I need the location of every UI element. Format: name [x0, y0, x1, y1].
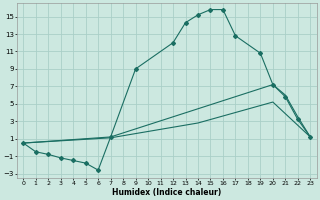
X-axis label: Humidex (Indice chaleur): Humidex (Indice chaleur) — [112, 188, 221, 197]
